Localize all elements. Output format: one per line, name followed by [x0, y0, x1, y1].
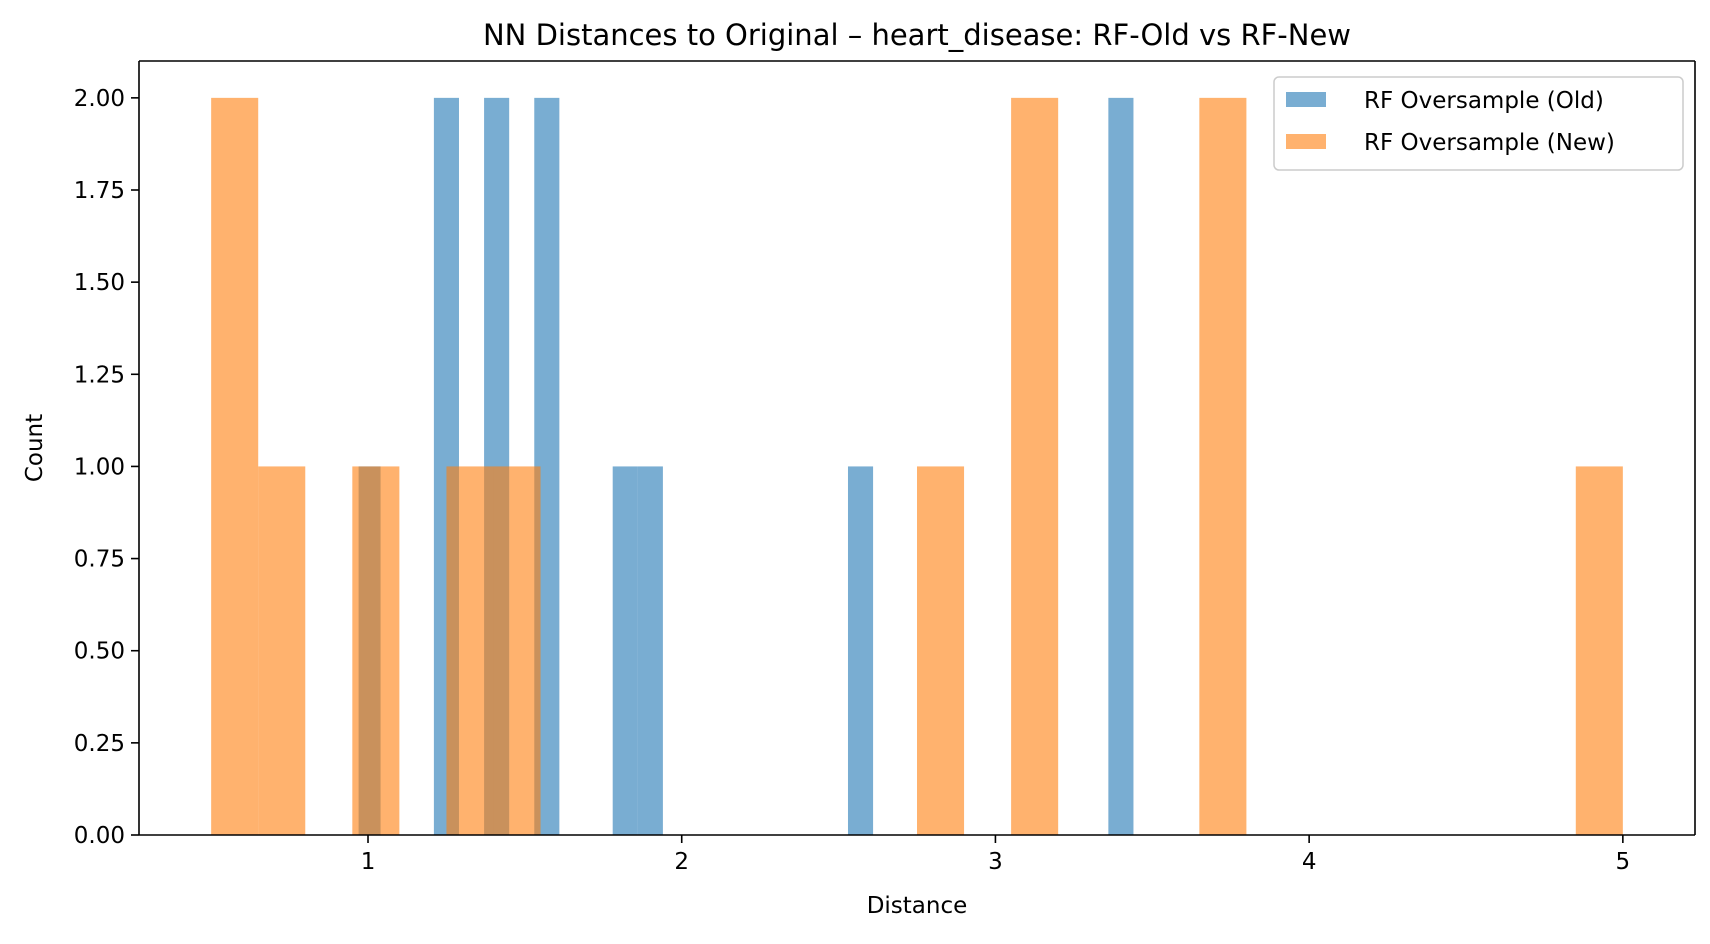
bar-old-4: [612, 466, 638, 835]
x-axis-label: Distance: [867, 893, 968, 919]
bar-old-7: [1108, 97, 1134, 836]
x-tick-label: 4: [1302, 849, 1317, 875]
bar-new-5: [917, 466, 965, 835]
y-tick-label: 2.00: [74, 86, 125, 112]
y-tick-label: 0.00: [74, 823, 125, 849]
bar-old-5: [637, 466, 663, 835]
legend-swatch-new: [1286, 134, 1326, 149]
bar-new-2: [352, 466, 400, 835]
bar-new-3: [446, 466, 494, 835]
x-tick-label: 1: [361, 849, 376, 875]
bar-new-8: [1575, 466, 1623, 835]
legend-frame: [1273, 76, 1684, 171]
bar-new-4: [493, 466, 541, 835]
bar-new-1: [258, 466, 306, 835]
y-axis-label: Count: [22, 414, 48, 482]
x-tick-label: 3: [988, 849, 1003, 875]
y-axis-ticks: 0.00 0.25 0.50 0.75 1.00 1.25 1.50 1.75 2.00: [74, 86, 139, 849]
legend-label-new: RF Oversample (New): [1364, 130, 1615, 156]
y-tick-label: 0.25: [74, 731, 125, 757]
x-axis-ticks: 1 2 3 4 5: [361, 835, 1630, 875]
bars-layer: [211, 97, 1623, 836]
bar-new-6: [1011, 97, 1059, 836]
y-tick-label: 0.75: [74, 547, 125, 573]
x-tick-label: 5: [1616, 849, 1631, 875]
y-tick-label: 1.00: [74, 454, 125, 480]
legend: RF Oversample (Old) RF Oversample (New): [1273, 76, 1684, 171]
bar-new-7: [1199, 97, 1247, 836]
legend-label-old: RF Oversample (Old): [1364, 88, 1604, 114]
x-tick-label: 2: [674, 849, 689, 875]
legend-swatch-old: [1286, 92, 1326, 107]
y-tick-label: 1.75: [74, 178, 125, 204]
y-tick-label: 0.50: [74, 639, 125, 665]
y-tick-label: 1.50: [74, 270, 125, 296]
chart-title: NN Distances to Original – heart_disease…: [483, 18, 1351, 52]
bar-old-6: [847, 466, 874, 835]
bar-new-0: [211, 97, 259, 836]
y-tick-label: 1.25: [74, 362, 125, 388]
